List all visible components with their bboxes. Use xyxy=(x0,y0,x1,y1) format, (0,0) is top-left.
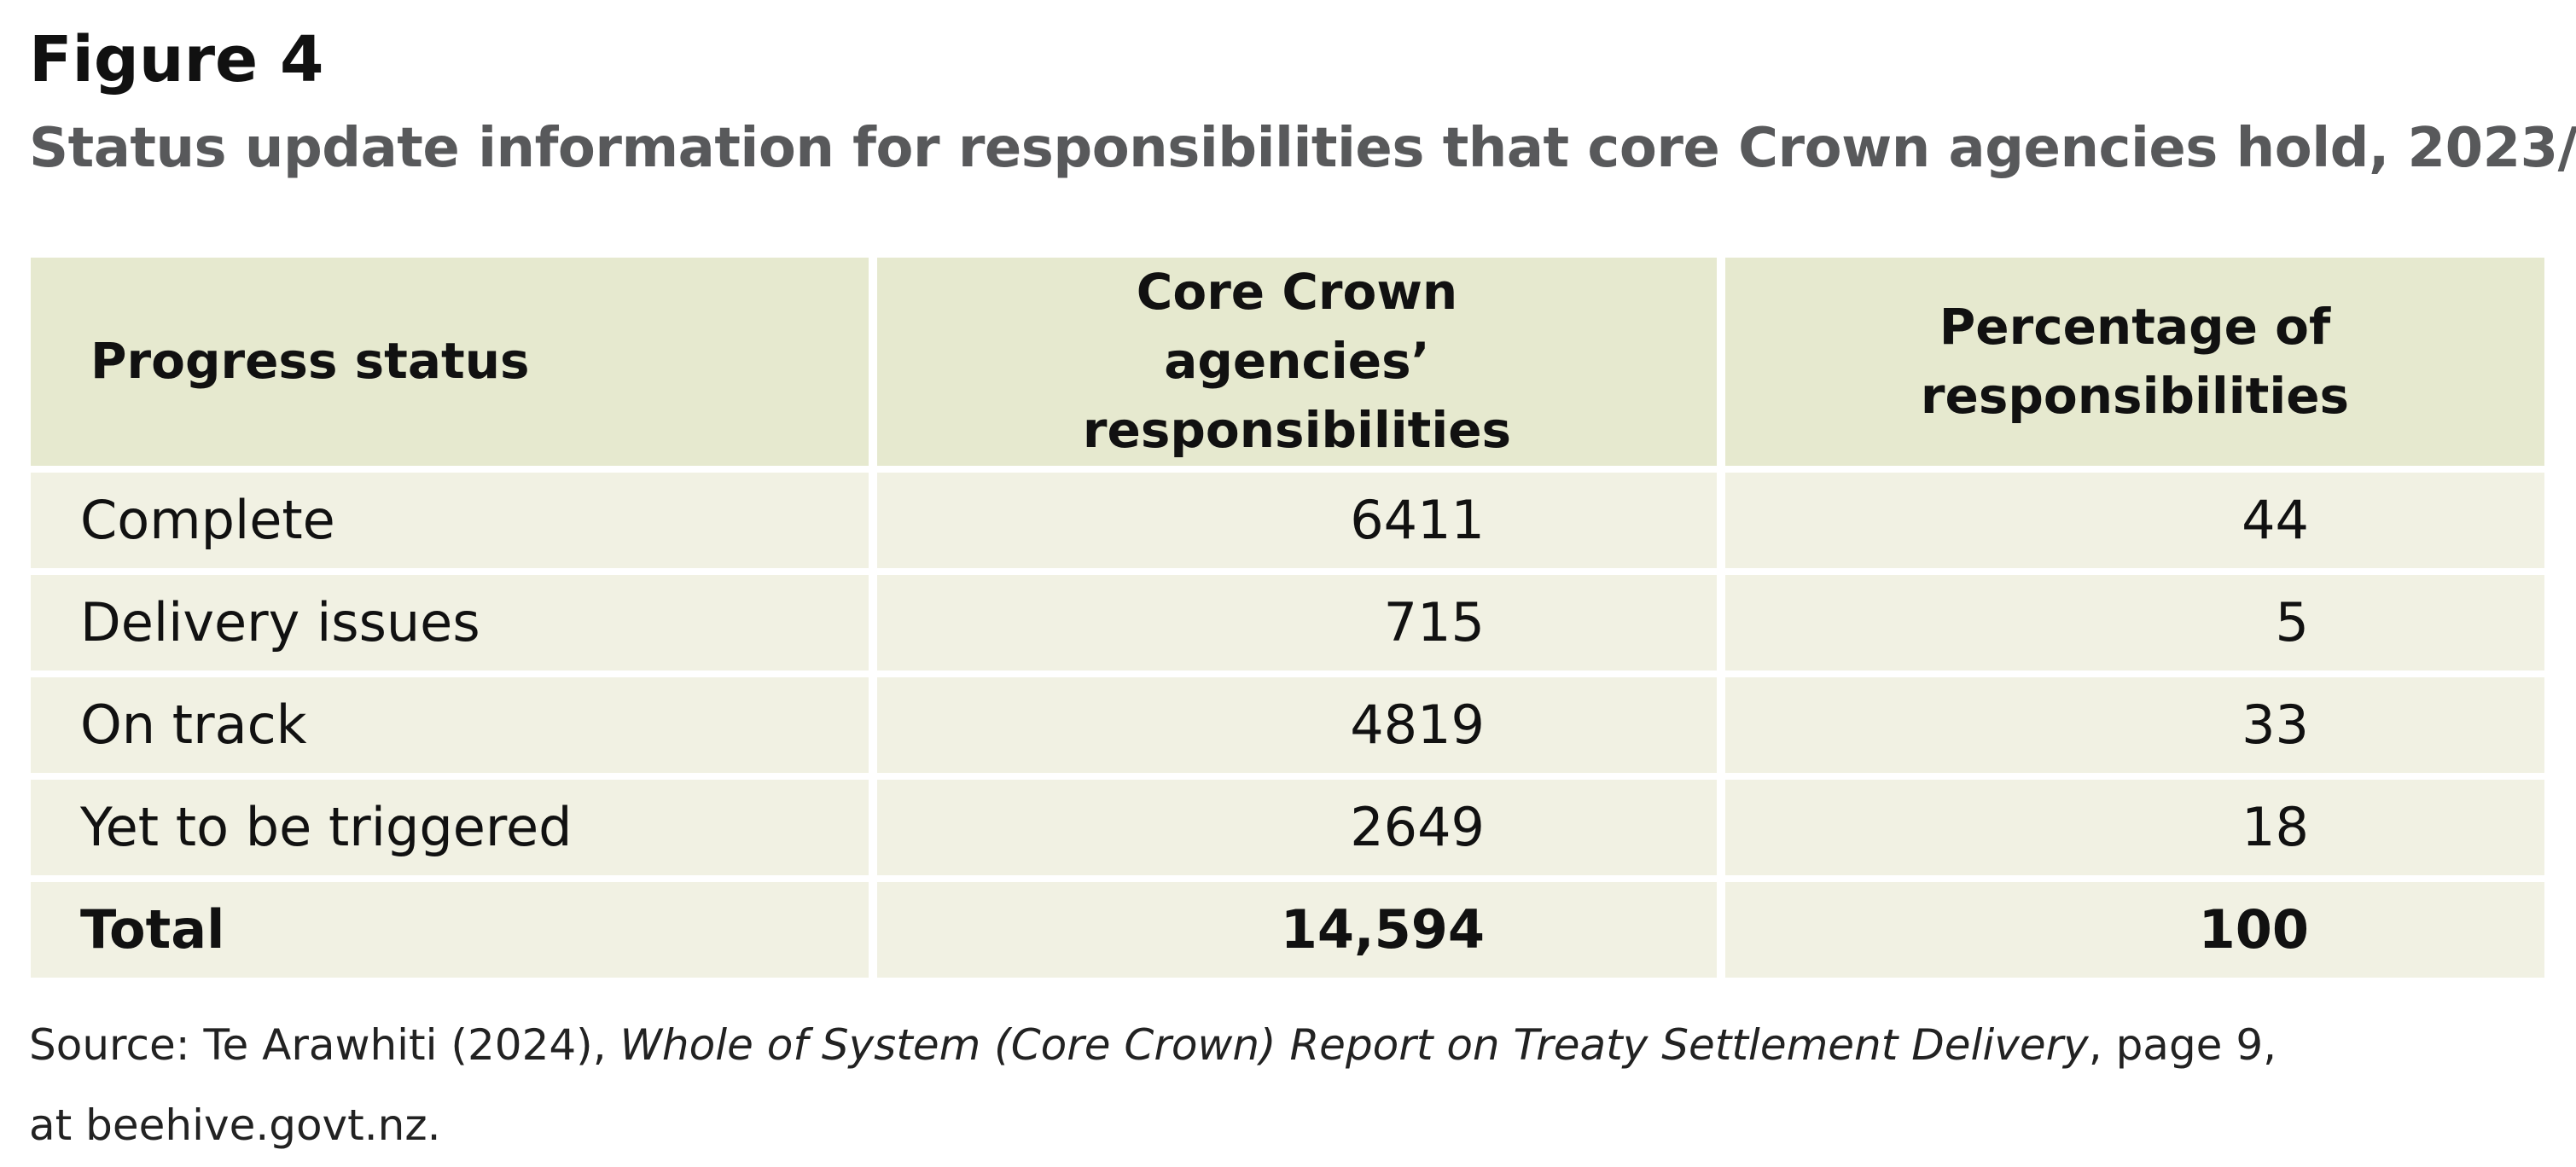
table-row: On track 4819 33 xyxy=(31,676,2544,773)
figure-title: Status update information for responsibi… xyxy=(29,117,2576,180)
source-prefix: Source: Te Arawhiti (2024), xyxy=(29,1020,620,1070)
source-line-2: at beehive.govt.nz. xyxy=(29,1100,441,1150)
source-suffix: , page 9, xyxy=(2088,1020,2277,1070)
row-status: On track xyxy=(31,676,869,773)
header-percentage-of-responsibilities: Percentage of responsibilities xyxy=(1725,258,2544,466)
row-status: Delivery issues xyxy=(31,574,869,671)
row-responsibilities: 4819 xyxy=(877,676,1717,773)
row-status: Complete xyxy=(31,472,869,568)
row-status: Yet to be triggered xyxy=(31,779,869,875)
total-responsibilities: 14,594 xyxy=(877,881,1717,978)
source-note: Source: Te Arawhiti (2024), Whole of Sys… xyxy=(29,1005,2503,1165)
table-row: Yet to be triggered 2649 18 xyxy=(31,779,2544,875)
row-percentage: 5 xyxy=(1725,574,2544,671)
source-report-title: Whole of System (Core Crown) Report on T… xyxy=(619,1020,2089,1070)
source-line-1: Source: Te Arawhiti (2024), Whole of Sys… xyxy=(29,1005,2503,1085)
row-percentage: 44 xyxy=(1725,472,2544,568)
row-percentage: 33 xyxy=(1725,676,2544,773)
header-core-crown-responsibilities-text: Core Crown agencies’ responsibilities xyxy=(1082,263,1512,460)
table-header-row: Progress status Core Crown agencies’ res… xyxy=(31,258,2544,466)
row-responsibilities: 715 xyxy=(877,574,1717,671)
table-row: Complete 6411 44 xyxy=(31,472,2544,568)
total-percentage: 100 xyxy=(1725,881,2544,978)
header-progress-status: Progress status xyxy=(31,258,869,466)
table-total-row: Total 14,594 100 xyxy=(31,881,2544,978)
total-label: Total xyxy=(31,881,869,978)
figure-label: Figure 4 xyxy=(29,23,324,96)
status-table: Progress status Core Crown agencies’ res… xyxy=(22,251,2553,984)
table-row: Delivery issues 715 5 xyxy=(31,574,2544,671)
header-percentage-text: Percentage of responsibilities xyxy=(1920,297,2350,425)
row-percentage: 18 xyxy=(1725,779,2544,875)
header-core-crown-responsibilities: Core Crown agencies’ responsibilities xyxy=(877,258,1717,466)
row-responsibilities: 2649 xyxy=(877,779,1717,875)
row-responsibilities: 6411 xyxy=(877,472,1717,568)
